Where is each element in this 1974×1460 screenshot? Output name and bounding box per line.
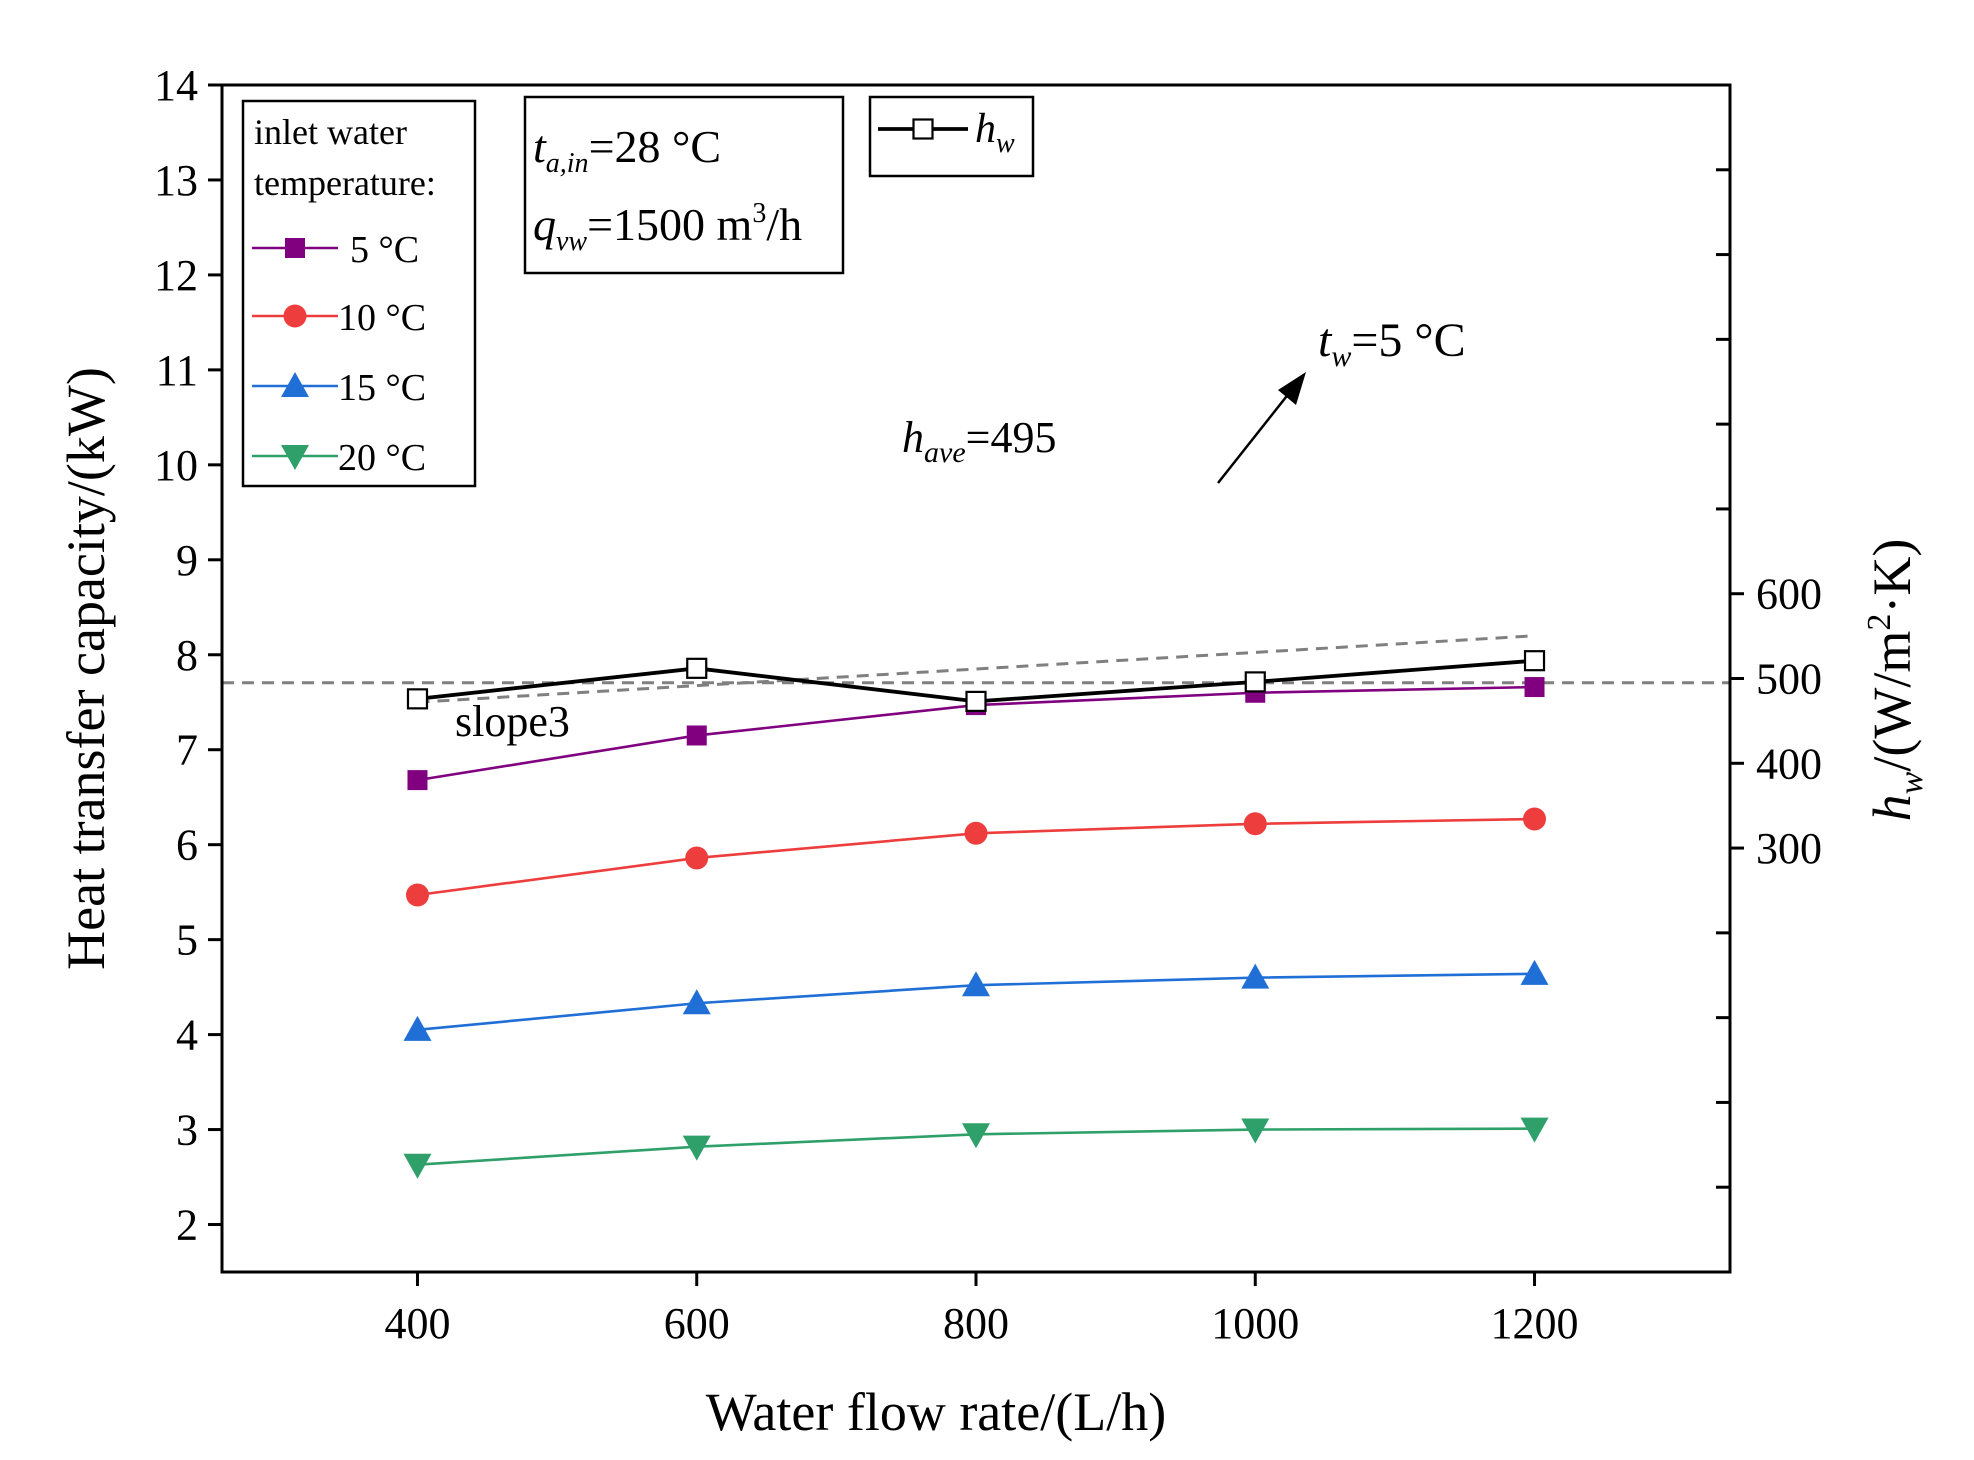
have-sub: ave	[924, 436, 966, 469]
x-axis-title: Water flow rate/(L/h)	[706, 1382, 1166, 1442]
legend-marker-1	[283, 304, 307, 328]
hw-point-4	[1523, 650, 1546, 672]
legend-marker-3	[281, 445, 309, 470]
y2-title-sup: 2	[1861, 614, 1898, 631]
hw-point-1	[686, 657, 708, 679]
cond2-rest2: /h	[766, 199, 802, 250]
series-3-point-4	[1520, 1117, 1549, 1143]
y-tick-label-10: 12	[154, 251, 198, 300]
conditions-line-1: ta,in=28 °C	[533, 121, 721, 179]
legend-label-2: 15 °C	[338, 367, 426, 409]
legend-box	[241, 99, 477, 488]
series-2-point-2	[962, 971, 990, 997]
y2-tick-label-3: 600	[1756, 570, 1822, 619]
cond2-sup: 3	[752, 198, 766, 229]
cond1-sub: a,in	[546, 148, 589, 179]
tw-arrow-line	[1217, 391, 1291, 484]
series-1-point-0	[405, 883, 429, 907]
series-1-point-2	[964, 821, 988, 845]
hw-point-0	[406, 688, 429, 710]
y-axis-title: Heat transfer capacity/(kW)	[56, 367, 116, 970]
y-tick-label-1: 3	[176, 1106, 198, 1155]
y2-title-end: ·K)	[1862, 539, 1922, 614]
x-tick-label-0: 400	[384, 1299, 450, 1348]
y-tick-label-4: 6	[176, 821, 198, 870]
series-2-point-0	[403, 1015, 432, 1041]
y2-title-base: h	[1862, 794, 1922, 821]
legend-marker-0	[285, 238, 305, 258]
y2-tick-label-0: 300	[1756, 824, 1822, 873]
legend-marker-2	[281, 372, 309, 397]
x-tick-label-2: 800	[943, 1299, 1009, 1348]
have-annotation: have=495	[902, 413, 1056, 469]
hw-point-3	[1244, 671, 1266, 693]
y2-tick-label-1: 400	[1756, 739, 1822, 788]
legend-label-0: 5 °C	[350, 229, 419, 271]
y-tick-label-9: 11	[156, 346, 198, 395]
y-tick-label-0: 2	[176, 1201, 198, 1250]
series-0-point-4	[1524, 677, 1545, 698]
series-2-point-1	[682, 989, 711, 1015]
slope-label: slope3	[455, 697, 570, 746]
y2-tick-label-2: 500	[1756, 655, 1822, 704]
y-tick-label-6: 8	[176, 631, 198, 680]
cond1-rest: =28 °C	[589, 121, 722, 172]
series-0-point-1	[686, 725, 707, 746]
conditions-line-2: qvw=1500 m3/h	[533, 198, 802, 257]
x-tick-label-1: 600	[664, 1299, 730, 1348]
cond2-sub: vw	[556, 226, 587, 257]
series-2-point-4	[1520, 959, 1549, 985]
y-tick-label-8: 10	[154, 441, 198, 490]
slope-reference-line	[417, 634, 1535, 704]
legend-title-line-1: temperature:	[254, 163, 436, 203]
x-tick-label-3: 1000	[1211, 1299, 1299, 1348]
y-tick-label-11: 13	[154, 156, 198, 205]
tw-sub: w	[1331, 340, 1351, 373]
hw-legend-label: hw	[975, 106, 1015, 159]
y2-title-mid: /(W/m	[1862, 631, 1922, 772]
cond2-rest1: =1500 m	[587, 199, 752, 250]
tw-annotation: tw=5 °C	[1318, 314, 1466, 373]
series-2-point-3	[1241, 963, 1270, 989]
series-3-point-0	[403, 1153, 432, 1179]
hw-legend-base: h	[975, 106, 996, 152]
y-tick-label-12: 14	[154, 61, 198, 110]
series-0-point-0	[407, 770, 428, 791]
tw-base: t	[1318, 314, 1333, 367]
cond2-base: q	[533, 199, 556, 250]
hw-legend-marker	[912, 118, 934, 140]
legend-label-3: 20 °C	[338, 437, 426, 479]
legend-label-1: 10 °C	[338, 297, 426, 339]
tw-rest: =5 °C	[1351, 314, 1465, 367]
y-tick-label-3: 5	[176, 916, 198, 965]
y2-title-sub: w	[1893, 771, 1930, 794]
hw-legend-sub: w	[996, 128, 1015, 159]
legend-title-line-0: inlet water	[254, 112, 407, 152]
cond1-base: t	[533, 121, 547, 172]
y-tick-label-5: 7	[176, 726, 198, 775]
x-tick-label-4: 1200	[1491, 1299, 1579, 1348]
have-base: h	[902, 413, 924, 462]
series-1-point-1	[685, 846, 709, 870]
series-3-point-2	[962, 1123, 990, 1149]
y-tick-label-7: 9	[176, 536, 198, 585]
have-rest: =495	[966, 413, 1057, 462]
hw-legend-box	[868, 95, 1035, 178]
y2-axis-title: hw/(W/m2·K)	[1861, 539, 1930, 822]
series-1-point-3	[1243, 812, 1267, 836]
series-3-point-1	[682, 1135, 711, 1161]
series-3-point-3	[1241, 1118, 1270, 1144]
series-1-point-4	[1523, 807, 1547, 831]
y-tick-label-2: 4	[176, 1011, 198, 1060]
tw-arrow-head	[1278, 372, 1306, 405]
hw-point-2	[965, 690, 987, 712]
conditions-box	[523, 95, 845, 275]
